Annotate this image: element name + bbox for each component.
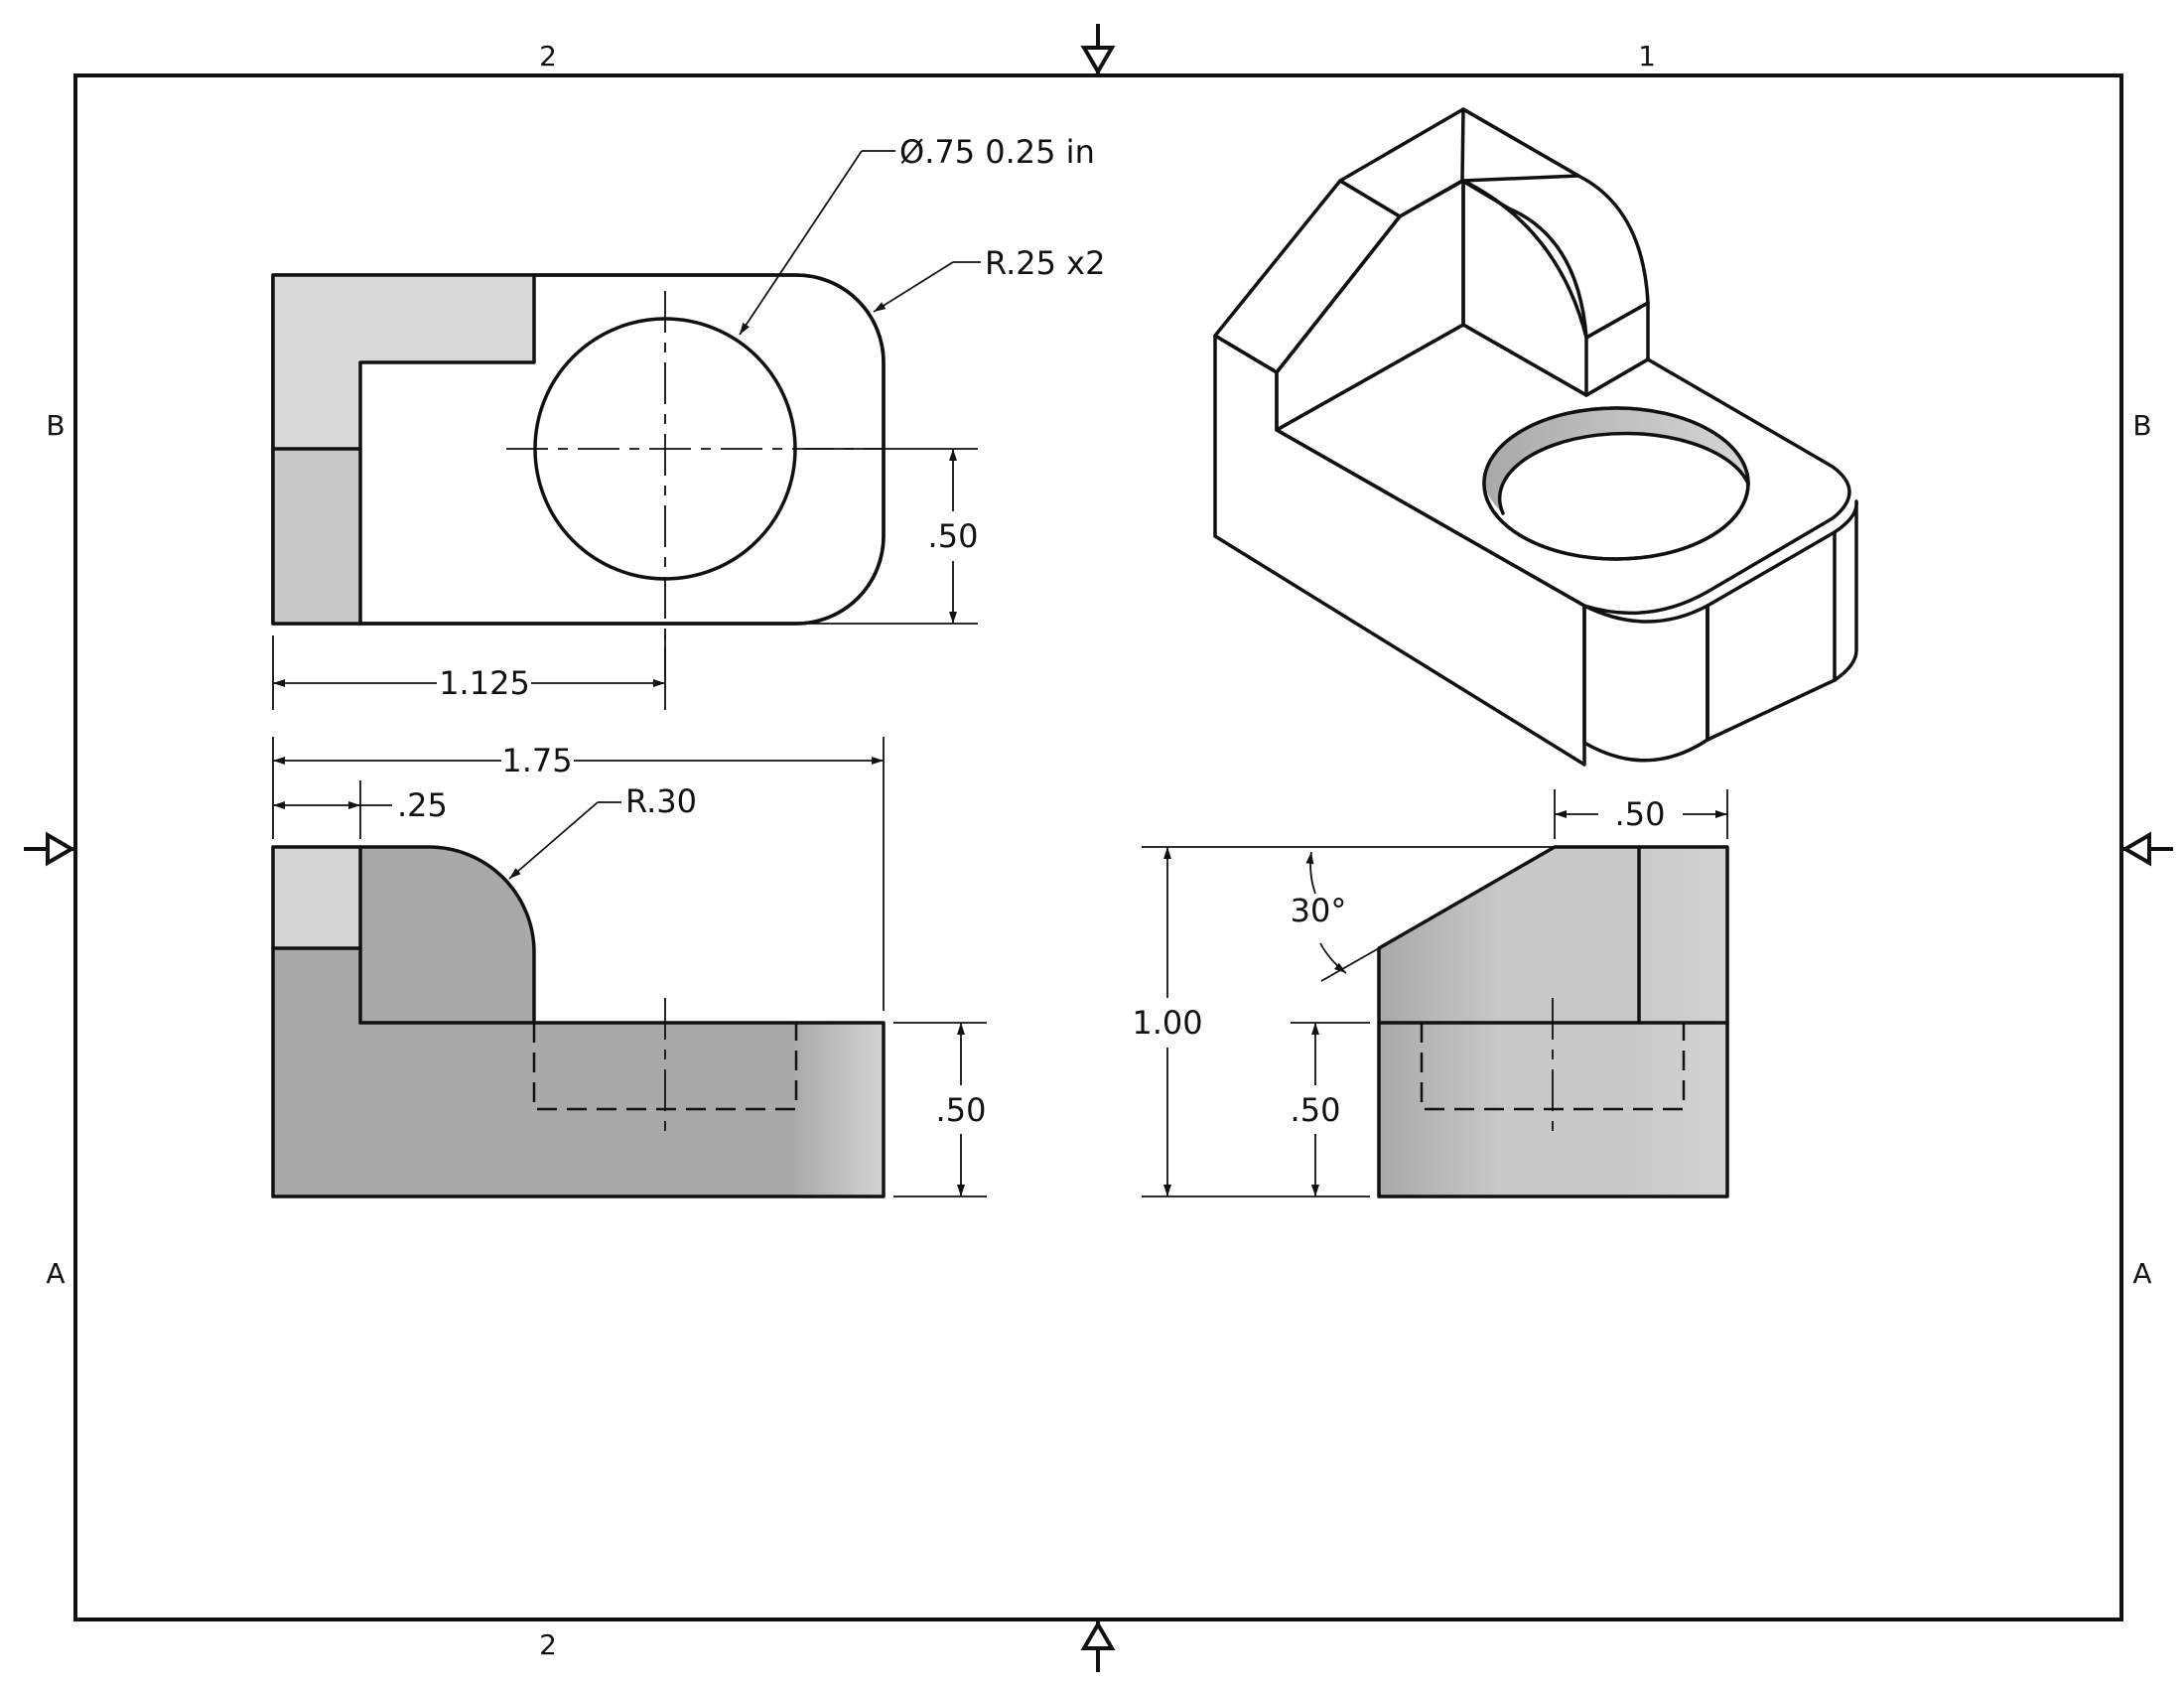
zone-label-bottom-2: 2 [539, 1628, 557, 1661]
isometric-view [1213, 107, 1858, 767]
zone-label-top-2: 2 [539, 40, 557, 72]
iso-upright-inner-face [1275, 179, 1465, 432]
fillet-radius-note: R.25 x2 [985, 244, 1105, 282]
front-view-upright [360, 847, 534, 1023]
side-view-dim-top-width: .50 [1615, 795, 1666, 833]
centering-mark-bottom [1080, 1619, 1116, 1672]
side-view-dim-base-height: .50 [1291, 1091, 1341, 1129]
zone-label-top-1: 1 [1638, 40, 1656, 72]
top-view-bevel-face [275, 449, 360, 622]
zone-label-left-a: A [46, 1257, 65, 1290]
centering-mark-right [2121, 831, 2173, 867]
iso-slanted-face [1213, 179, 1402, 374]
iso-upright-top-face [1338, 107, 1580, 218]
zone-label-right-b: B [2132, 409, 2151, 442]
side-view-dim-total-height: 1.00 [1132, 1004, 1202, 1042]
centering-mark-top [1080, 24, 1116, 75]
zone-label-right-a: A [2132, 1257, 2151, 1290]
hole-diameter-note: Ø.75 0.25 in [899, 133, 1095, 171]
front-view-dim-base-height: .50 [936, 1091, 987, 1129]
iso-front-round-face [1582, 604, 1709, 763]
iso-right-face [1706, 499, 1858, 742]
iso-left-face [1213, 334, 1586, 767]
front-view-radius-note: R.30 [625, 782, 697, 820]
zone-label-left-b: B [46, 409, 65, 442]
front-view-bevel [273, 847, 360, 948]
front-view-dim-step: .25 [397, 786, 448, 824]
top-view: Ø.75 0.25 in R.25 x2 .50 1.125 [271, 133, 1105, 710]
centering-mark-left [24, 831, 75, 867]
side-view-angle: 30° [1291, 892, 1347, 929]
top-view-dim-hole-x: 1.125 [439, 664, 530, 702]
front-view: 1.75 .25 R.30 .50 [271, 737, 987, 1198]
side-view: .50 30° 1.00 .50 [1132, 789, 1729, 1198]
iso-base-top-face [1275, 323, 1851, 616]
iso-hole-wall [1484, 408, 1748, 513]
top-view-dim-height: .50 [928, 517, 979, 555]
iso-quarter-round-face [1461, 179, 1588, 397]
front-view-dim-width: 1.75 [501, 742, 572, 779]
